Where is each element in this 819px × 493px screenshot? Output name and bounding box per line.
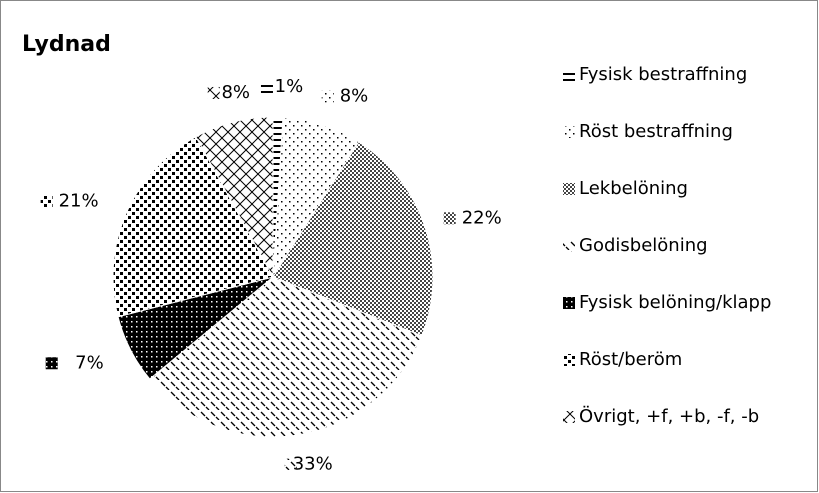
legend-label: Godisbelöning: [579, 235, 708, 256]
chart-title: Lydnad: [22, 32, 111, 57]
legend-label: Lekbelöning: [579, 178, 688, 199]
legend-label: Fysisk belöning/klapp: [579, 292, 771, 313]
legend-label: Fysisk bestraffning: [579, 64, 747, 85]
pie-slice: [149, 276, 423, 438]
legend-label: Övrigt, +f, +b, -f, -b: [579, 405, 759, 427]
data-label-key: [207, 86, 220, 99]
data-label: 33%: [293, 454, 333, 475]
legend-key: [563, 69, 575, 81]
legend-key: [563, 126, 575, 138]
data-label-key: [284, 458, 297, 471]
data-label: 1%: [275, 76, 304, 97]
data-label-key: [443, 212, 456, 225]
legend-key: [563, 354, 575, 366]
data-label: 8%: [340, 85, 369, 106]
data-label-key: [40, 195, 53, 208]
legend-key: [563, 240, 575, 252]
legend-key: [563, 183, 575, 195]
legend-key: [563, 297, 575, 309]
data-label: 8%: [221, 82, 250, 103]
legend-label: Röst/beröm: [579, 349, 682, 370]
pie-slice: [272, 141, 434, 337]
data-label: 7%: [75, 352, 104, 373]
data-label-key: [45, 357, 58, 370]
pie-slice: [112, 136, 274, 318]
data-label-key: [260, 81, 273, 94]
pie-slice: [195, 116, 274, 278]
data-label: 21%: [59, 191, 99, 212]
data-label: 22%: [462, 207, 502, 228]
data-label-key: [321, 90, 334, 103]
legend-key: [563, 411, 575, 423]
legend-label: Röst bestraffning: [579, 121, 733, 142]
